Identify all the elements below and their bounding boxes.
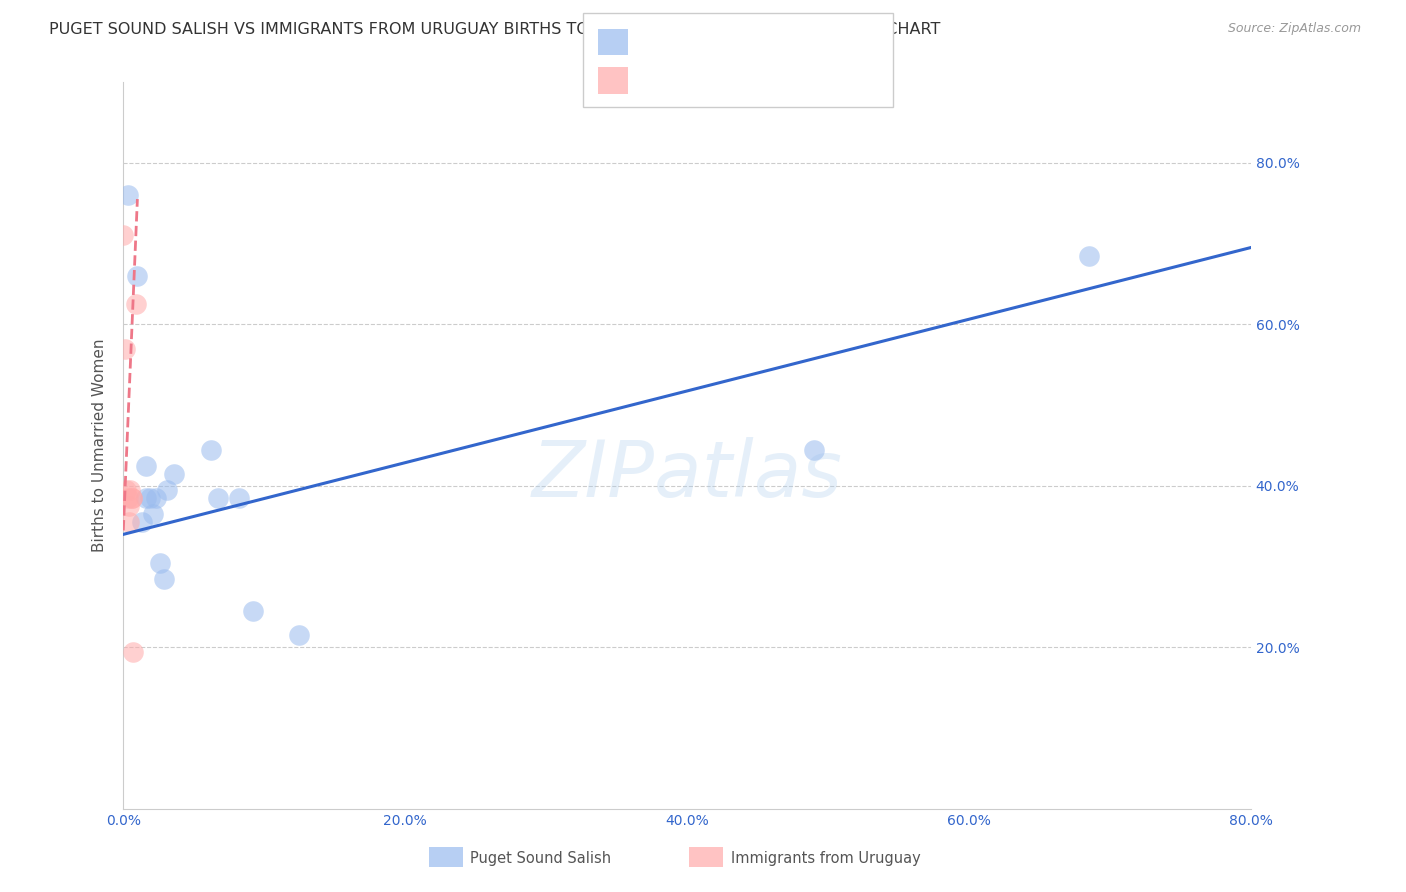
Point	[200, 442, 222, 457]
Point	[121, 491, 143, 505]
Text: R =: R =	[640, 35, 675, 49]
Point	[120, 483, 142, 497]
Point	[207, 491, 229, 505]
Text: 0.460: 0.460	[682, 33, 734, 51]
Text: N =: N =	[745, 35, 792, 49]
Text: Source: ZipAtlas.com: Source: ZipAtlas.com	[1227, 22, 1361, 36]
Point	[121, 491, 143, 505]
Point	[131, 515, 153, 529]
Point	[145, 491, 167, 505]
Point	[118, 515, 141, 529]
Point	[118, 499, 141, 513]
Text: R =: R =	[640, 73, 675, 87]
Point	[803, 442, 825, 457]
Point	[127, 268, 149, 283]
Point	[114, 342, 136, 356]
Point	[242, 604, 264, 618]
Point	[135, 458, 157, 473]
Text: Immigrants from Uruguay: Immigrants from Uruguay	[731, 851, 921, 865]
Point	[156, 483, 179, 497]
Point	[139, 491, 162, 505]
Point	[149, 556, 172, 570]
Point	[288, 628, 311, 642]
Text: PUGET SOUND SALISH VS IMMIGRANTS FROM URUGUAY BIRTHS TO UNMARRIED WOMEN CORRELAT: PUGET SOUND SALISH VS IMMIGRANTS FROM UR…	[49, 22, 941, 37]
Point	[112, 228, 135, 243]
Point	[163, 467, 186, 481]
Text: ZIPatlas: ZIPatlas	[531, 436, 842, 513]
Text: 11: 11	[800, 71, 823, 89]
Text: 19: 19	[800, 33, 823, 51]
Point	[122, 644, 145, 658]
Point	[115, 483, 138, 497]
Text: Puget Sound Salish: Puget Sound Salish	[470, 851, 610, 865]
Text: N =: N =	[745, 73, 792, 87]
Point	[142, 507, 165, 521]
Point	[1077, 249, 1099, 263]
Point	[135, 491, 157, 505]
Text: 0.310: 0.310	[682, 71, 734, 89]
Point	[153, 572, 176, 586]
Point	[117, 491, 139, 505]
Point	[228, 491, 250, 505]
Point	[117, 188, 139, 202]
Point	[125, 297, 148, 311]
Y-axis label: Births to Unmarried Women: Births to Unmarried Women	[93, 339, 107, 552]
